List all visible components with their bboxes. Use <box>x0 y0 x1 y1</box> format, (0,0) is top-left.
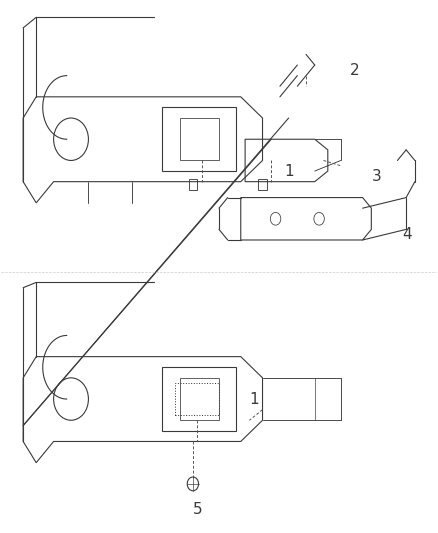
Bar <box>258 179 267 190</box>
Text: 4: 4 <box>402 227 411 242</box>
Text: 3: 3 <box>371 169 381 184</box>
Text: 2: 2 <box>350 63 359 78</box>
Text: 1: 1 <box>284 164 294 179</box>
Bar <box>188 179 197 190</box>
Text: 1: 1 <box>250 392 259 407</box>
Text: 5: 5 <box>192 503 202 518</box>
